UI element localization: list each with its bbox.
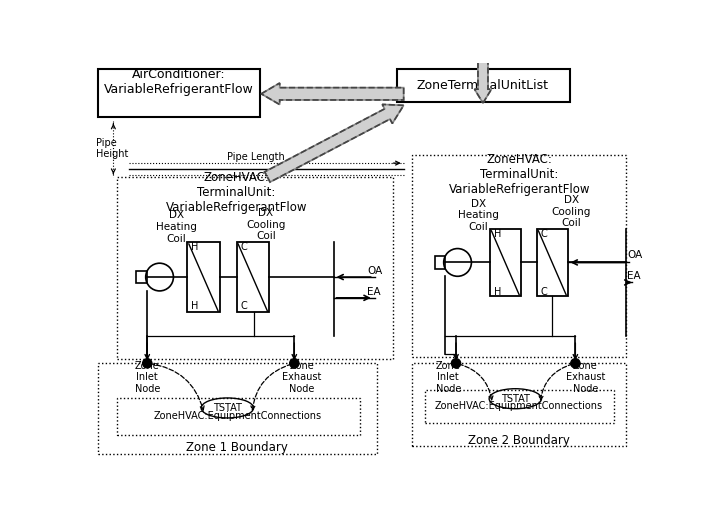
Bar — [118, 177, 393, 360]
Text: EA: EA — [627, 271, 641, 281]
Polygon shape — [265, 104, 404, 182]
Bar — [412, 363, 626, 446]
Text: Pipe
Height: Pipe Height — [96, 138, 129, 159]
Bar — [396, 69, 570, 101]
Text: AirConditioner:
VariableRefrigerantFlow: AirConditioner: VariableRefrigerantFlow — [104, 68, 253, 96]
Bar — [236, 242, 269, 312]
Circle shape — [571, 359, 580, 368]
Text: Zone
Inlet
Node: Zone Inlet Node — [135, 361, 160, 394]
Text: ZoneHVAC:
TerminalUnit:
VariableRefrigerantFlow: ZoneHVAC: TerminalUnit: VariableRefriger… — [448, 153, 590, 196]
Bar — [188, 242, 219, 312]
Text: H: H — [191, 242, 198, 252]
Text: Zone 1 Boundary: Zone 1 Boundary — [186, 442, 288, 455]
Polygon shape — [474, 51, 491, 103]
Bar — [537, 228, 568, 296]
Bar — [435, 256, 445, 269]
Text: DX
Cooling
Coil: DX Cooling Coil — [246, 208, 285, 242]
Circle shape — [290, 359, 299, 368]
Bar — [426, 390, 614, 423]
Text: C: C — [541, 287, 547, 297]
Text: OA: OA — [627, 250, 642, 260]
Text: Zone
Exhaust
Node: Zone Exhaust Node — [282, 361, 321, 394]
Bar — [98, 363, 377, 454]
Text: EA: EA — [367, 287, 381, 297]
Text: DX
Heating
Coil: DX Heating Coil — [458, 199, 499, 232]
Circle shape — [142, 359, 152, 368]
Text: ZoneHVAC:
TerminalUnit:
VariableRefrigerantFlow: ZoneHVAC: TerminalUnit: VariableRefriger… — [166, 171, 307, 214]
Bar — [412, 155, 626, 357]
FancyArrowPatch shape — [251, 364, 292, 410]
Text: Pipe Length: Pipe Length — [227, 152, 285, 162]
Text: H: H — [191, 301, 198, 311]
FancyArrowPatch shape — [459, 364, 493, 400]
Text: TSTAT: TSTAT — [213, 403, 241, 413]
Text: C: C — [241, 301, 247, 311]
Bar — [137, 271, 147, 283]
Polygon shape — [261, 83, 404, 104]
Text: Zone
Inlet
Node: Zone Inlet Node — [435, 361, 461, 394]
Text: ZoneHVAC:EquipmentConnections: ZoneHVAC:EquipmentConnections — [435, 402, 603, 412]
Circle shape — [452, 359, 461, 368]
Text: ZoneTerminalUnitList: ZoneTerminalUnitList — [417, 79, 549, 92]
Text: C: C — [241, 242, 247, 252]
Bar — [118, 398, 360, 435]
Text: OA: OA — [367, 266, 383, 276]
Text: H: H — [493, 287, 501, 297]
Text: ZoneHVAC:EquipmentConnections: ZoneHVAC:EquipmentConnections — [154, 412, 322, 422]
Text: C: C — [541, 229, 547, 239]
FancyArrowPatch shape — [539, 364, 573, 400]
FancyArrowPatch shape — [150, 364, 204, 410]
Text: Zone
Exhaust
Node: Zone Exhaust Node — [566, 361, 605, 394]
Text: DX
Cooling
Coil: DX Cooling Coil — [552, 195, 591, 228]
Bar — [98, 69, 260, 117]
Text: Zone 2 Boundary: Zone 2 Boundary — [468, 434, 570, 447]
Text: H: H — [493, 229, 501, 239]
Text: TSTAT: TSTAT — [501, 394, 530, 404]
Text: DX
Heating
Coil: DX Heating Coil — [156, 211, 197, 244]
Bar — [490, 228, 520, 296]
